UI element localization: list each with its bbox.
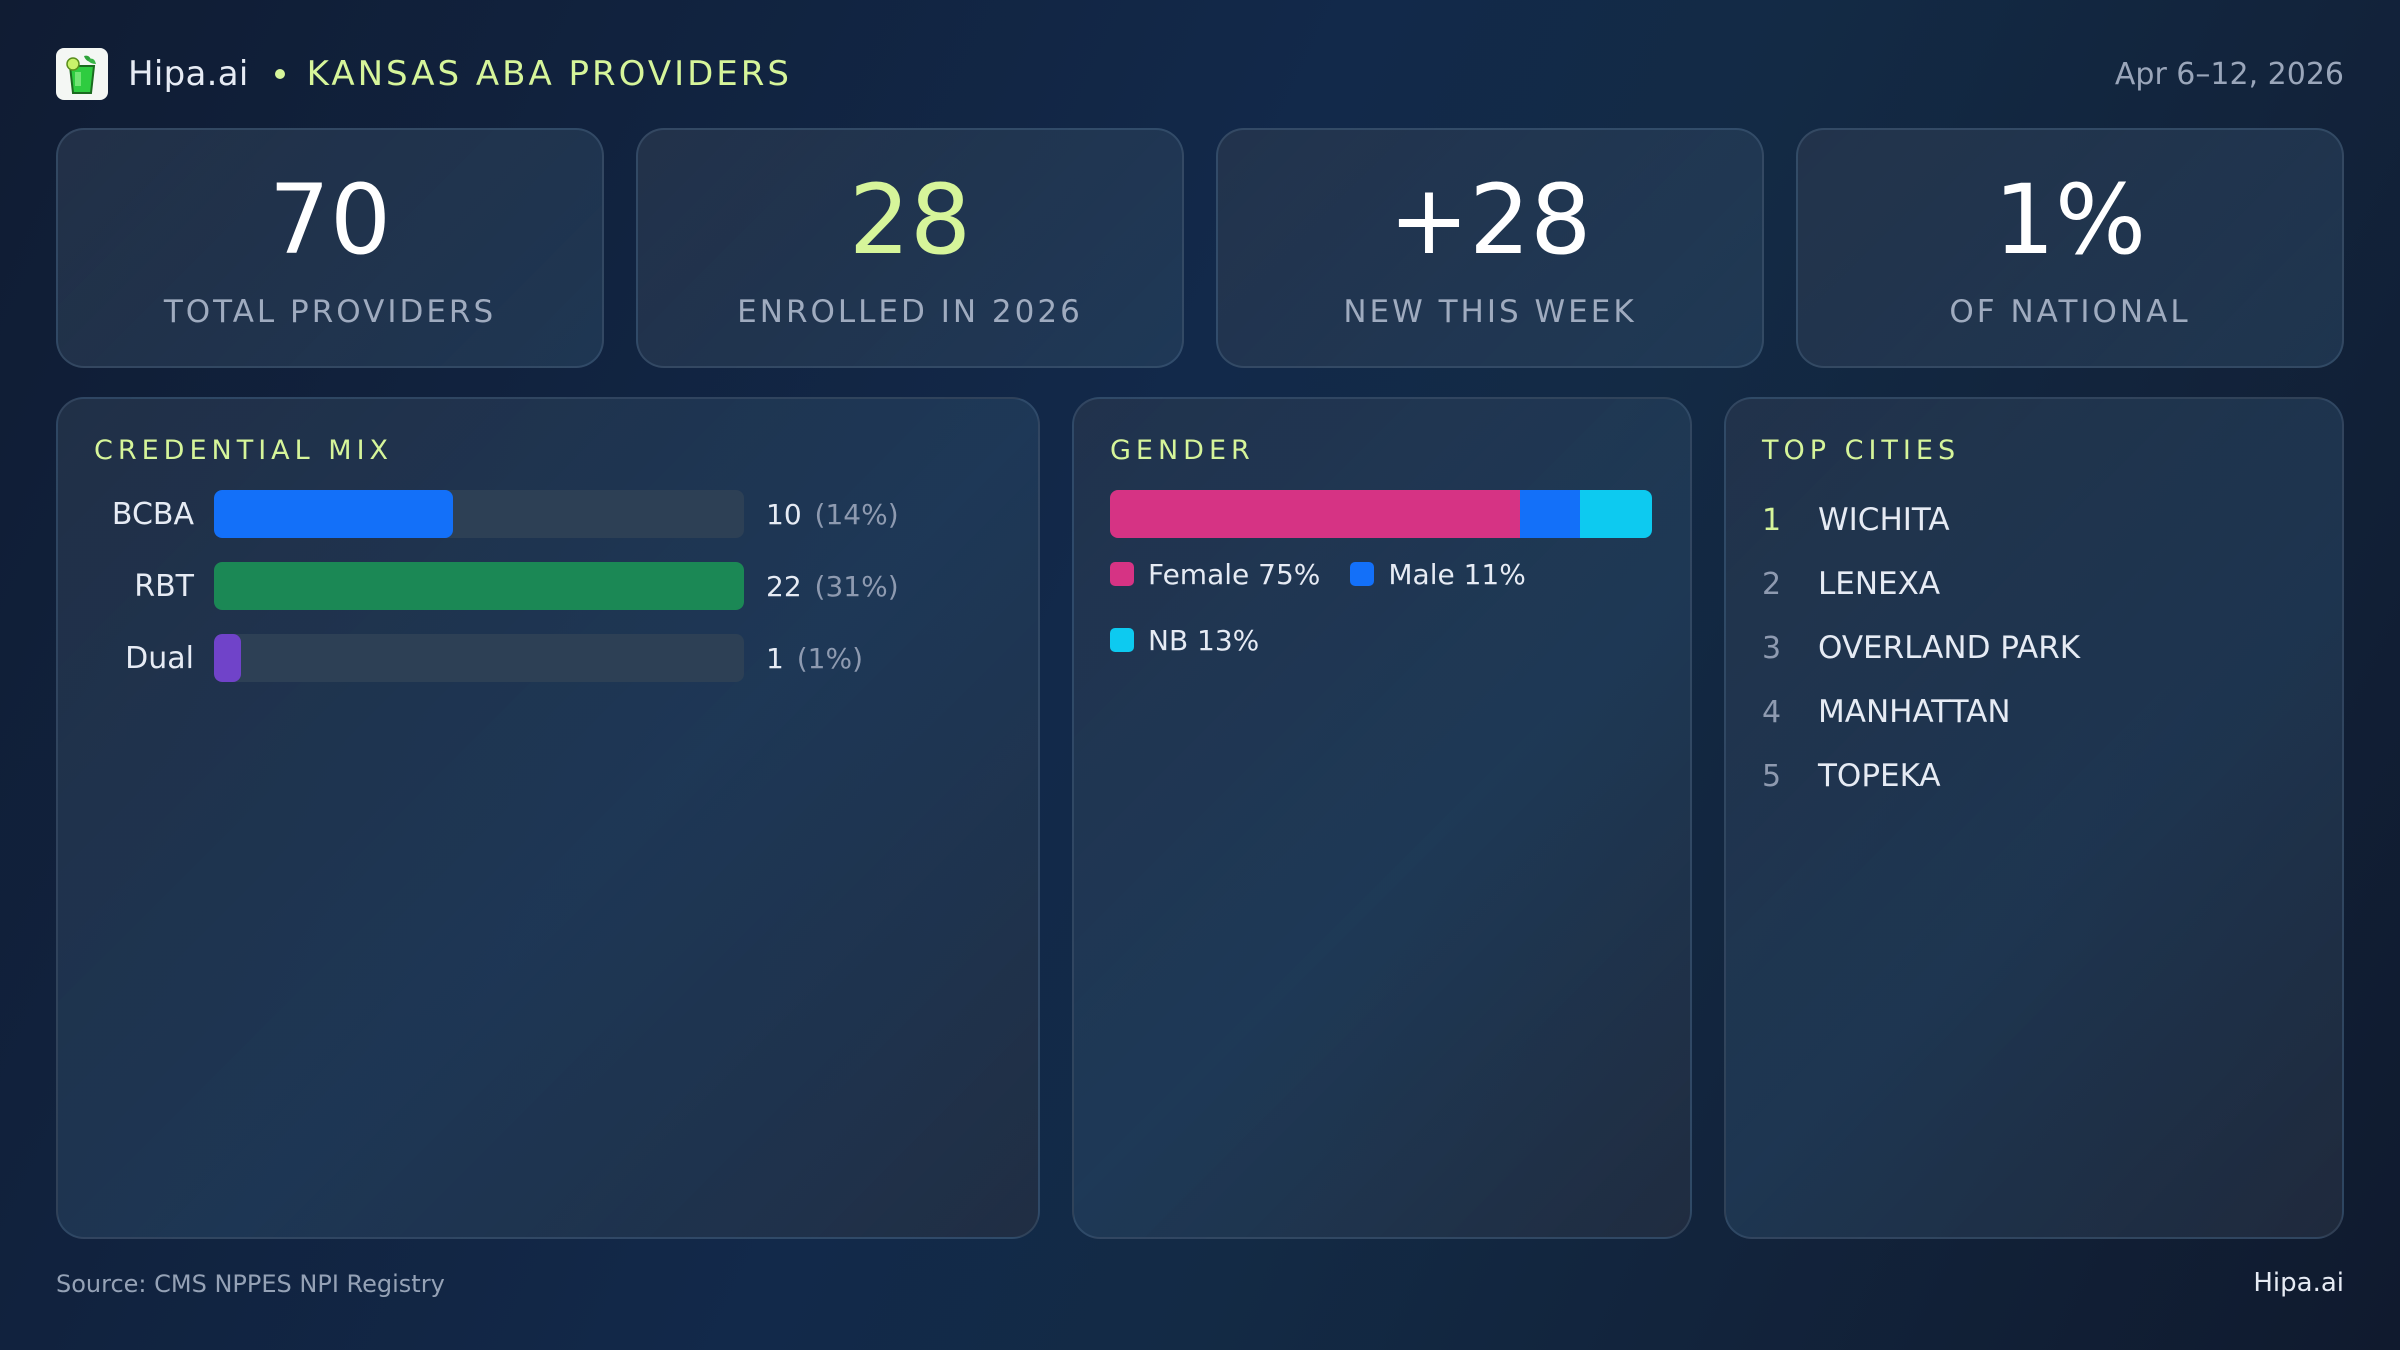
city-name: MANHATTAN — [1818, 694, 2011, 730]
bar-track — [214, 562, 744, 610]
kpi-value: +28 — [1388, 164, 1592, 276]
bar-track — [214, 634, 744, 682]
gender-segment-male — [1519, 490, 1580, 538]
bar-fill — [214, 634, 241, 682]
city-rank: 1 — [1762, 502, 1782, 538]
kpi-card-total-providers: 70 TOTAL PROVIDERS — [56, 128, 604, 368]
bar-track — [214, 490, 744, 538]
credential-row-bcba: BCBA 10 (14%) — [94, 490, 1002, 538]
legend-swatch — [1350, 562, 1375, 586]
kpi-card-new-this-week: +28 NEW THIS WEEK — [1216, 128, 1764, 368]
brand-name: Hipa.ai — [128, 54, 249, 94]
kpi-card-of-national: 1% OF NATIONAL — [1796, 128, 2344, 368]
kpi-label: TOTAL PROVIDERS — [163, 294, 497, 330]
kpi-card-enrolled: 28 ENROLLED IN 2026 — [636, 128, 1184, 368]
gender-stacked-bar — [1110, 490, 1652, 538]
credential-label: RBT — [134, 568, 194, 604]
legend-item-male: Male 11% — [1350, 556, 1526, 592]
list-item: 2 LENEXA — [1762, 552, 2306, 616]
city-rank: 3 — [1762, 630, 1782, 666]
legend-item-female: Female 75% — [1110, 556, 1320, 592]
gender-segment-nb — [1579, 490, 1652, 538]
credential-label: Dual — [125, 640, 194, 676]
city-name: TOPEKA — [1818, 758, 1941, 794]
credential-row-dual: Dual 1 (1%) — [94, 634, 1002, 682]
credential-pct: (1%) — [796, 641, 864, 675]
panel-title: CREDENTIAL MIX — [94, 435, 394, 466]
kpi-value: 28 — [848, 164, 972, 276]
credential-mix-panel: CREDENTIAL MIX BCBA 10 (14%) RBT 22 (31%… — [56, 397, 1040, 1239]
legend-item-nb: NB 13% — [1110, 622, 1622, 658]
credential-bars: BCBA 10 (14%) RBT 22 (31%) Dual 1 (1%) — [94, 490, 1002, 682]
mojito-glass-icon — [56, 48, 108, 100]
credential-pct: (14%) — [814, 497, 899, 531]
city-rank: 2 — [1762, 566, 1782, 602]
city-name: WICHITA — [1818, 502, 1950, 538]
legend-swatch — [1110, 562, 1134, 586]
kpi-value: 70 — [268, 164, 392, 276]
kpi-row: 70 TOTAL PROVIDERS 28 ENROLLED IN 2026 +… — [56, 128, 2344, 368]
credential-count: 22 (31%) — [766, 569, 899, 603]
bar-fill — [214, 490, 453, 538]
list-item: 5 TOPEKA — [1762, 744, 2306, 808]
legend-label: NB 13% — [1148, 623, 1260, 657]
kpi-label: NEW THIS WEEK — [1343, 294, 1637, 330]
city-rank: 4 — [1762, 694, 1782, 730]
list-item: 4 MANHATTAN — [1762, 680, 2306, 744]
kpi-value: 1% — [1993, 164, 2147, 276]
list-item: 1 WICHITA — [1762, 488, 2306, 552]
credential-pct: (31%) — [814, 569, 899, 603]
panel-title: GENDER — [1110, 435, 1255, 466]
credential-count: 1 (1%) — [766, 641, 864, 675]
city-name: LENEXA — [1818, 566, 1941, 602]
city-rank: 5 — [1762, 758, 1782, 794]
top-cities-panel: TOP CITIES 1 WICHITA 2 LENEXA 3 OVERLAND… — [1724, 397, 2344, 1239]
footer-brand: Hipa.ai — [2253, 1268, 2344, 1298]
gender-legend: Female 75% Male 11% NB 13% — [1110, 556, 1652, 658]
date-range: Apr 6–12, 2026 — [2114, 56, 2344, 92]
panel-title: TOP CITIES — [1762, 435, 1961, 466]
separator-dot — [274, 69, 285, 79]
city-list: 1 WICHITA 2 LENEXA 3 OVERLAND PARK 4 MAN… — [1762, 488, 2306, 808]
credential-label: BCBA — [111, 496, 194, 532]
legend-label: Male 11% — [1388, 557, 1526, 591]
credential-row-rbt: RBT 22 (31%) — [94, 562, 1002, 610]
city-name: OVERLAND PARK — [1818, 630, 2081, 666]
legend-label: Female 75% — [1148, 557, 1321, 591]
page-title: KANSAS ABA PROVIDERS — [306, 54, 792, 94]
gender-segment-female — [1110, 490, 1520, 538]
source-note: Source: CMS NPPES NPI Registry — [56, 1270, 445, 1298]
panels-row: CREDENTIAL MIX BCBA 10 (14%) RBT 22 (31%… — [56, 397, 2344, 1239]
list-item: 3 OVERLAND PARK — [1762, 616, 2306, 680]
legend-swatch — [1110, 628, 1134, 652]
kpi-label: OF NATIONAL — [1949, 294, 2191, 330]
kpi-label: ENROLLED IN 2026 — [737, 294, 1083, 330]
header: Hipa.ai KANSAS ABA PROVIDERS Apr 6–12, 2… — [56, 48, 2344, 100]
bar-fill — [214, 562, 744, 610]
gender-panel: GENDER Female 75% Male 11% NB 13% — [1072, 397, 1692, 1239]
credential-count: 10 (14%) — [766, 497, 899, 531]
